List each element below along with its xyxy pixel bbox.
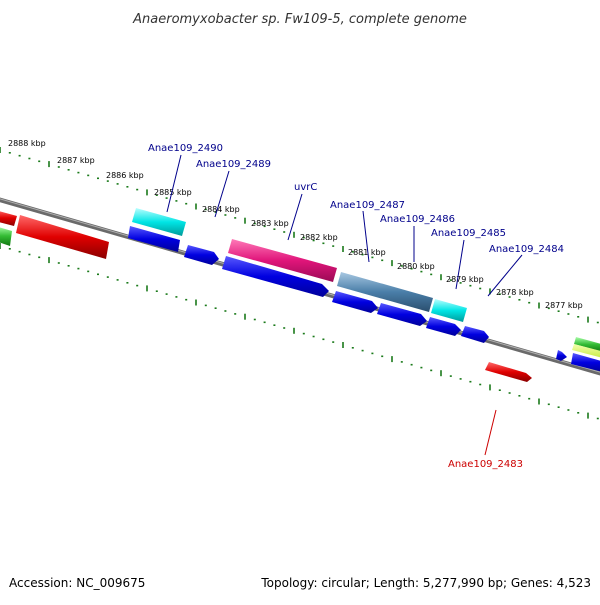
gene-label[interactable]: Anae109_2486 [380, 214, 455, 225]
genome-summary-text: Topology: circular; Length: 5,277,990 bp… [260, 576, 591, 590]
tick-label: 2878 kbp [496, 288, 534, 297]
label-leaders [166, 154, 523, 456]
gene-feature[interactable] [572, 344, 600, 358]
accession-text: Accession: NC_009675 [9, 576, 145, 590]
gene-feature[interactable] [0, 226, 12, 246]
gene-feature[interactable] [426, 317, 461, 336]
tick-label: 2887 kbp [57, 156, 95, 165]
gene-feature[interactable] [574, 337, 600, 352]
leader-line [455, 239, 465, 290]
gene-feature[interactable] [228, 239, 337, 282]
tick-label: 2881 kbp [348, 248, 386, 257]
gene-feature[interactable] [132, 208, 186, 236]
gene-feature[interactable] [222, 256, 329, 297]
gene-label[interactable]: Anae109_2490 [148, 143, 223, 154]
leader-line [362, 210, 370, 263]
gene-feature[interactable] [337, 272, 433, 312]
inner-tick-track [0, 243, 599, 420]
leader-line [214, 170, 230, 218]
gene-feature[interactable] [184, 245, 219, 265]
gene-feature[interactable] [128, 226, 180, 252]
gene-feature[interactable] [431, 299, 467, 322]
outer-tick-track [0, 147, 599, 324]
gene-label[interactable]: Anae109_2483 [448, 459, 523, 470]
tick-label: 2882 kbp [300, 233, 338, 242]
tick-label: 2888 kbp [8, 139, 46, 148]
map-title: Anaeromyxobacter sp. Fw109-5, complete g… [132, 12, 467, 27]
leader-line [487, 254, 523, 297]
tick-label: 2879 kbp [446, 275, 484, 284]
gene-feature[interactable] [461, 326, 489, 343]
tick-label: 2886 kbp [106, 171, 144, 180]
tick-label: 2883 kbp [251, 219, 289, 228]
gene-feature[interactable] [485, 362, 532, 382]
gene-label[interactable]: Anae109_2485 [431, 228, 506, 239]
gene-feature[interactable] [556, 350, 567, 361]
forward-strand-genes [0, 208, 600, 358]
gene-label[interactable]: uvrC [294, 182, 317, 193]
tick-label: 2880 kbp [397, 262, 435, 271]
tick-label: 2885 kbp [154, 188, 192, 197]
leader-line [484, 409, 497, 456]
gene-label[interactable]: Anae109_2487 [330, 200, 405, 211]
leader-line [287, 193, 303, 241]
tick-label: 2877 kbp [545, 301, 583, 310]
tick-labels: 2888 kbp 2887 kbp 2886 kbp 2885 kbp 2884… [8, 139, 583, 310]
tick-label: 2884 kbp [202, 205, 240, 214]
gene-label[interactable]: Anae109_2484 [489, 244, 564, 255]
gene-labels: Anae109_2490 Anae109_2489 uvrC Anae109_2… [148, 143, 564, 470]
gene-feature[interactable] [377, 303, 427, 326]
reverse-strand-genes [128, 226, 600, 382]
gene-feature[interactable] [571, 353, 600, 372]
leader-line [166, 154, 182, 213]
gene-feature[interactable] [332, 291, 378, 313]
gene-feature[interactable] [16, 215, 109, 259]
gene-feature[interactable] [0, 210, 17, 226]
gene-label[interactable]: Anae109_2489 [196, 159, 271, 170]
